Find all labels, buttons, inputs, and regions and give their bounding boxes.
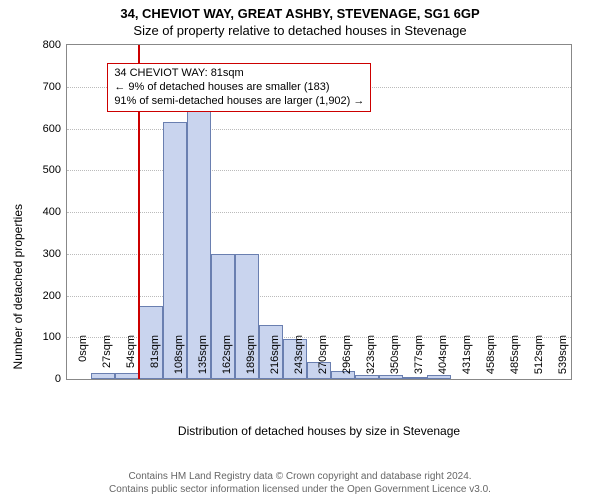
x-tick: 27sqm [101,335,113,385]
footer-line-2: Contains public sector information licen… [0,484,600,497]
x-tick: 81sqm [149,335,161,385]
gridline [67,129,571,130]
y-tick: 600 [21,123,61,135]
y-axis-label: Number of detached properties [11,204,25,369]
y-tick: 400 [21,206,61,218]
annotation-line: 91% of semi-detached houses are larger (… [114,95,364,109]
gridline [67,170,571,171]
gridline [67,296,571,297]
x-tick: 458sqm [485,335,497,385]
x-tick: 431sqm [461,335,473,385]
footer-line-1: Contains HM Land Registry data © Crown c… [0,471,600,484]
x-tick: 485sqm [509,335,521,385]
y-tick: 700 [21,81,61,93]
x-tick: 377sqm [413,335,425,385]
y-tick: 800 [21,39,61,51]
gridline [67,254,571,255]
x-tick: 512sqm [533,335,545,385]
x-axis-label: Distribution of detached houses by size … [66,424,572,438]
annotation-line: 34 CHEVIOT WAY: 81sqm [114,67,364,81]
gridline [67,212,571,213]
x-tick: 296sqm [341,335,353,385]
x-tick: 350sqm [389,335,401,385]
histogram-chart: Number of detached properties 0100200300… [22,44,578,438]
x-tick: 404sqm [437,335,449,385]
y-tick: 200 [21,290,61,302]
x-tick: 0sqm [77,335,89,385]
x-tick: 135sqm [197,335,209,385]
x-tick: 270sqm [317,335,329,385]
attribution-footer: Contains HM Land Registry data © Crown c… [0,471,600,496]
y-tick: 0 [21,373,61,385]
annotation-box: 34 CHEVIOT WAY: 81sqm← 9% of detached ho… [107,63,371,112]
x-tick: 216sqm [269,335,281,385]
x-tick: 54sqm [125,335,137,385]
page-subtitle: Size of property relative to detached ho… [0,21,600,42]
x-tick: 539sqm [557,335,569,385]
plot-area: 01002003004005006007008000sqm27sqm54sqm8… [66,44,572,380]
x-tick: 243sqm [293,335,305,385]
y-tick: 100 [21,331,61,343]
page-title-address: 34, CHEVIOT WAY, GREAT ASHBY, STEVENAGE,… [0,0,600,21]
y-tick: 500 [21,164,61,176]
x-tick: 162sqm [221,335,233,385]
x-tick: 189sqm [245,335,257,385]
x-tick: 323sqm [365,335,377,385]
x-tick: 108sqm [173,335,185,385]
y-tick: 300 [21,248,61,260]
annotation-line: ← 9% of detached houses are smaller (183… [114,81,364,95]
